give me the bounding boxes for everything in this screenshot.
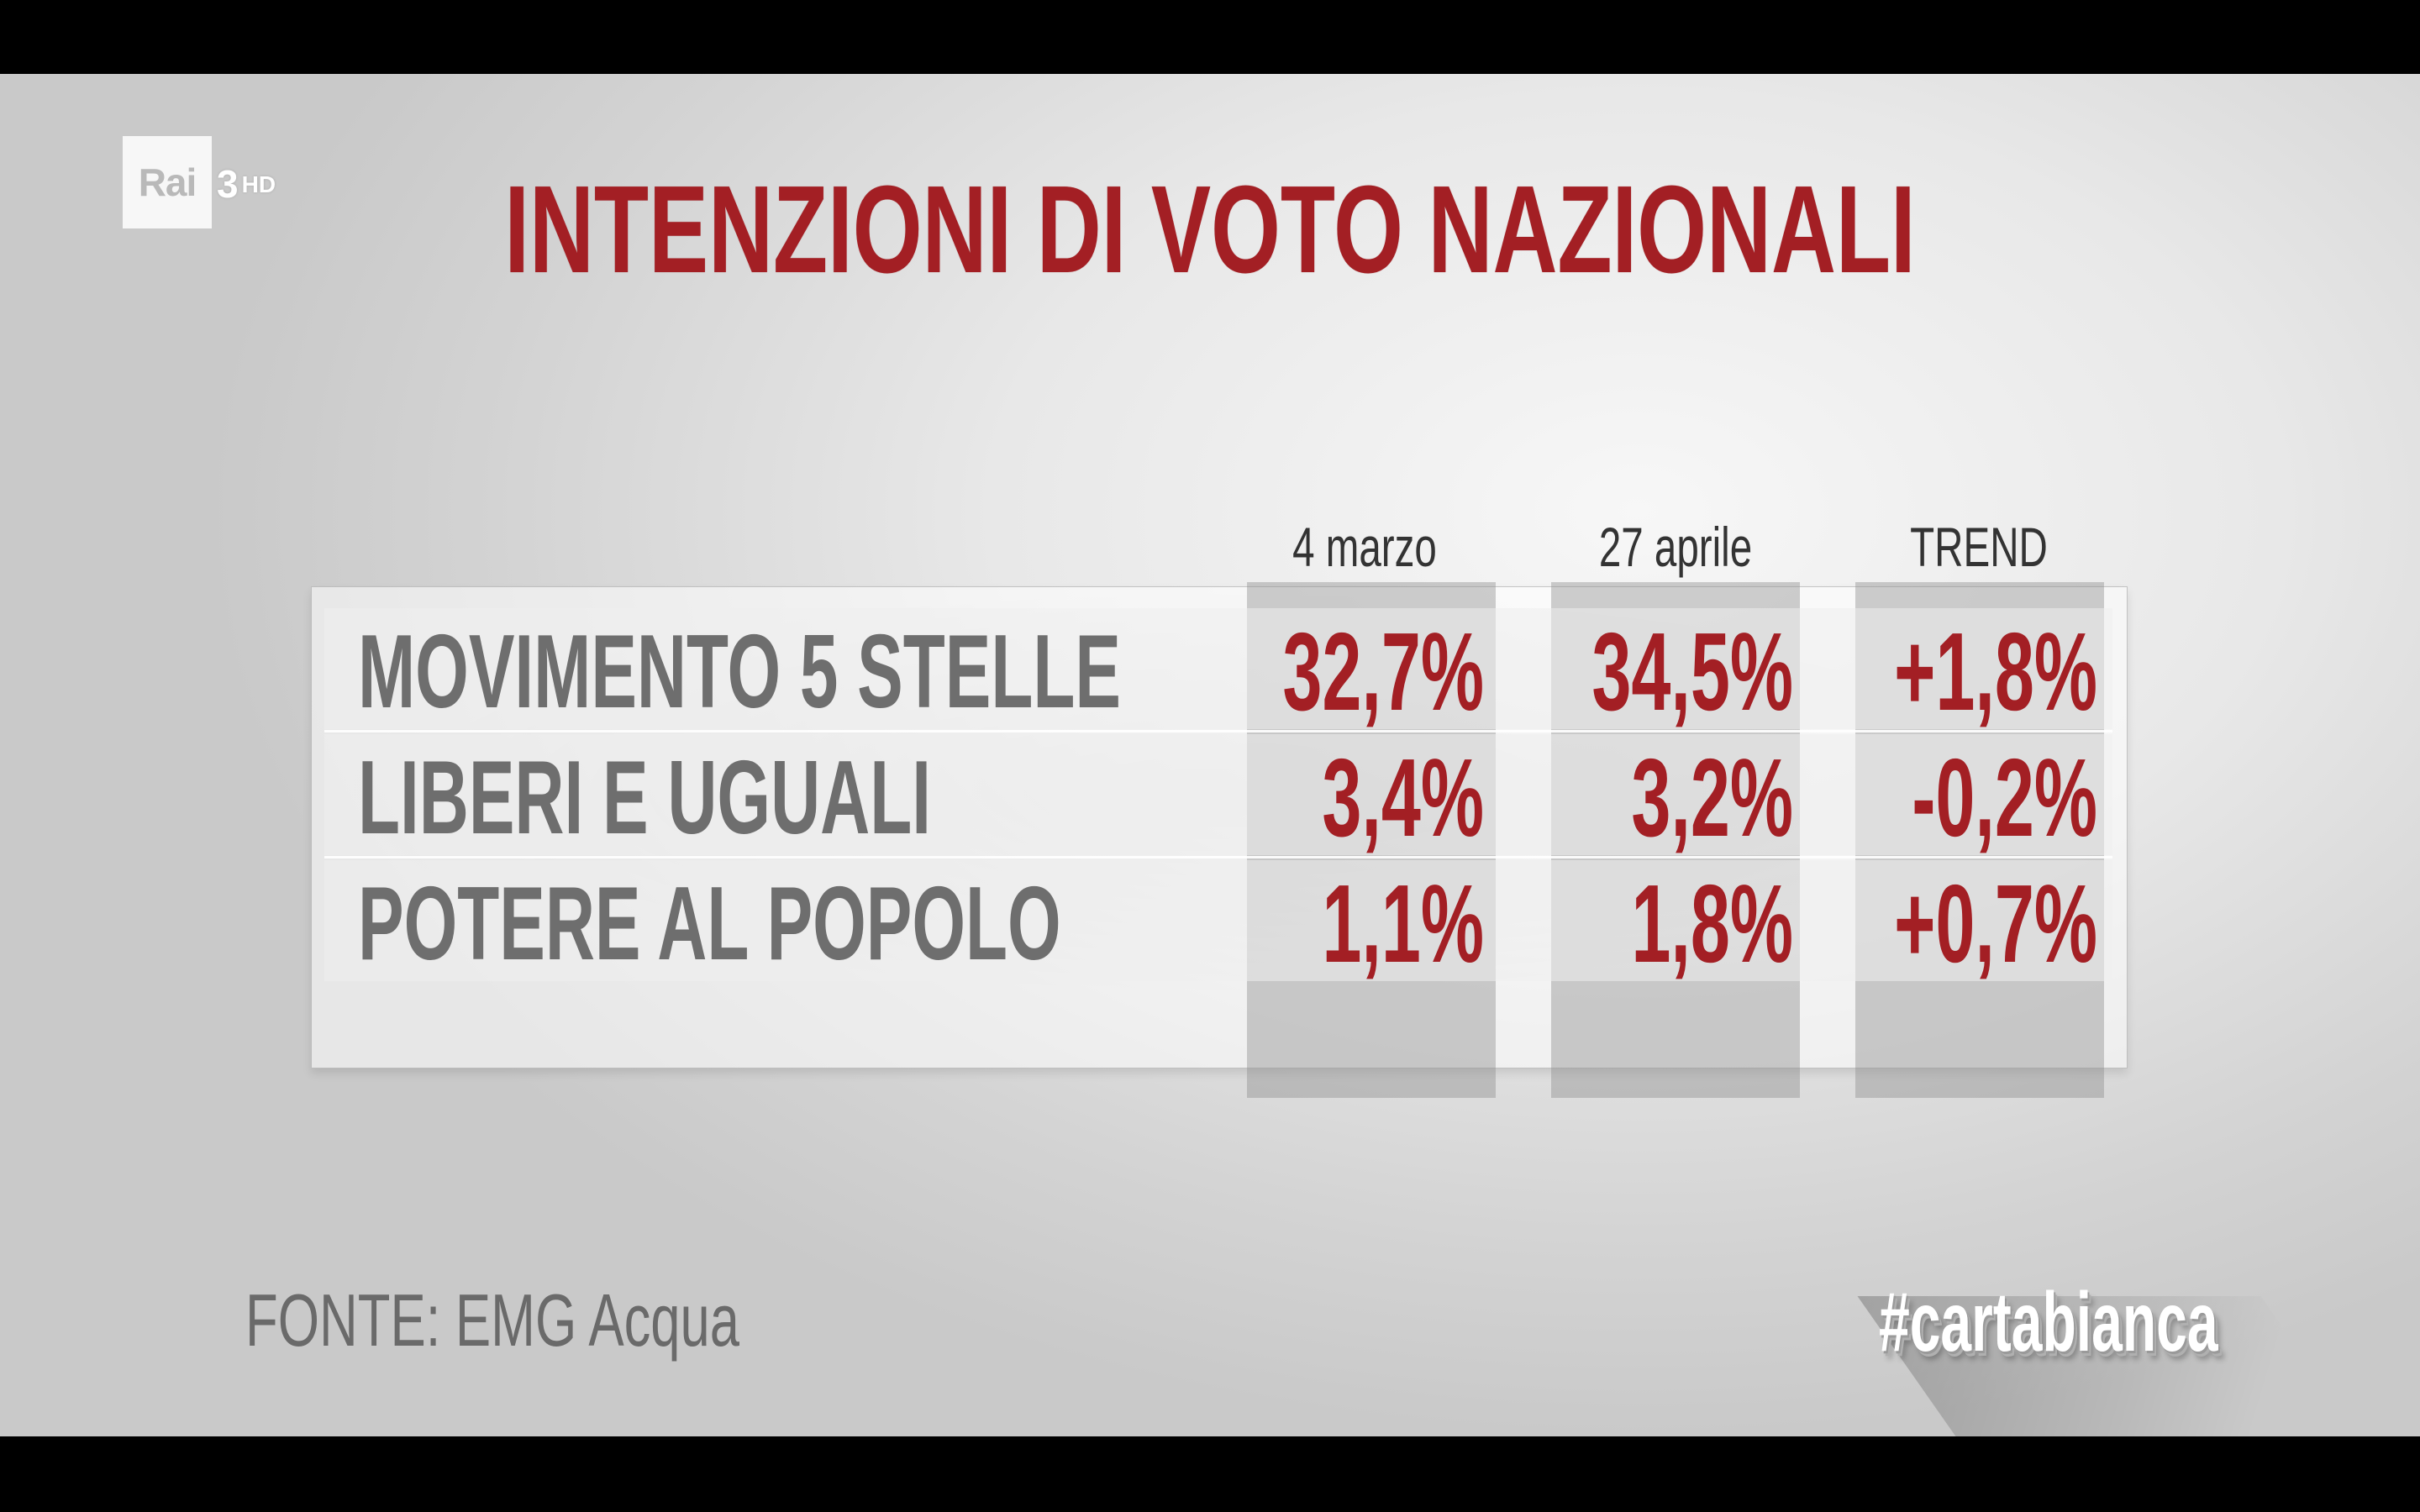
column-header-27-aprile: 27 aprile: [1598, 516, 1753, 578]
value-trend: +0,7%: [1894, 862, 2097, 985]
show-hashtag: #cartabianca: [1879, 1275, 2218, 1369]
value-trend: +1,8%: [1894, 610, 2097, 733]
channel-number: 3: [217, 162, 239, 206]
channel-hd-label: HD: [241, 171, 276, 197]
tv-frame: Rai 3 HD INTENZIONI DI VOTO NAZIONALI 4 …: [0, 74, 2420, 1436]
letterbox-bottom: [0, 1436, 2420, 1512]
party-label: POTERE AL POPOLO: [358, 866, 1061, 982]
party-label: LIBERI E UGUALI: [358, 740, 932, 856]
channel-logo: Rai 3 HD: [123, 136, 276, 228]
source-note: FONTE: EMG Acqua: [245, 1278, 740, 1362]
chart-title: INTENZIONI DI VOTO NAZIONALI: [504, 160, 1916, 299]
table-row-movimento-5-stelle: MOVIMENTO 5 STELLE 32,7% 34,5% +1,8%: [324, 608, 2112, 729]
channel-brand: Rai: [138, 160, 197, 204]
value-4-marzo: 3,4%: [1322, 736, 1484, 859]
column-header-trend: TREND: [1910, 516, 2048, 578]
value-27-aprile: 34,5%: [1591, 610, 1793, 733]
letterbox-top: [0, 0, 2420, 74]
channel-logo-box: Rai: [123, 136, 212, 228]
table-row-liberi-e-uguali: LIBERI E UGUALI 3,4% 3,2% -0,2%: [324, 734, 2112, 855]
value-27-aprile: 3,2%: [1631, 736, 1793, 859]
row-divider: [324, 856, 2112, 858]
column-header-4-marzo: 4 marzo: [1292, 516, 1437, 578]
row-divider: [324, 730, 2112, 732]
value-trend: -0,2%: [1912, 736, 2097, 859]
value-4-marzo: 32,7%: [1282, 610, 1484, 733]
party-label: MOVIMENTO 5 STELLE: [358, 614, 1121, 730]
value-4-marzo: 1,1%: [1322, 862, 1484, 985]
table-row-potere-al-popolo: POTERE AL POPOLO 1,1% 1,8% +0,7%: [324, 860, 2112, 981]
value-27-aprile: 1,8%: [1631, 862, 1793, 985]
